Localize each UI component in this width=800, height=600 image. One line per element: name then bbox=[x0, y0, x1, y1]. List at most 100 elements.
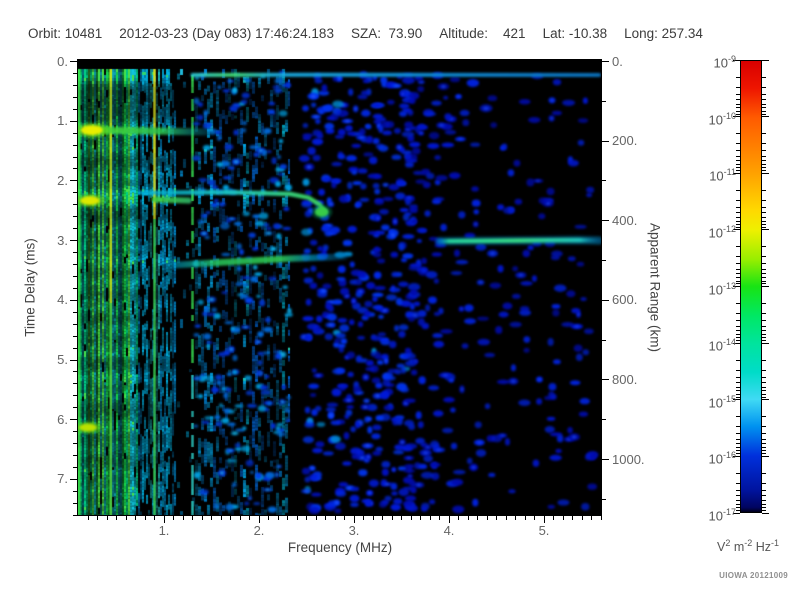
x-tick bbox=[534, 516, 535, 520]
colorbar-minor-tick bbox=[736, 453, 740, 455]
x-tick bbox=[277, 516, 279, 520]
x-tick bbox=[211, 516, 212, 520]
x-tick-label: 3. bbox=[348, 523, 360, 538]
colorbar-minor-tick bbox=[736, 509, 740, 511]
credit-label: UIOWA 20121009 bbox=[719, 571, 788, 580]
unit-part: V bbox=[716, 540, 726, 555]
colorbar-minor-tick bbox=[736, 160, 740, 162]
colorbar-major-tick bbox=[733, 229, 740, 231]
colorbar-minor-tick bbox=[762, 99, 766, 101]
colorbar-minor-tick bbox=[736, 99, 740, 101]
colorbar-minor-tick bbox=[762, 107, 766, 109]
colorbar-minor-tick bbox=[762, 337, 766, 339]
colorbar-minor-tick bbox=[736, 393, 740, 395]
colorbar-major-tick bbox=[733, 342, 740, 344]
colorbar-major-tick bbox=[762, 229, 769, 231]
x-tick bbox=[486, 516, 488, 520]
x-tick bbox=[562, 516, 564, 520]
unit-part: Hz bbox=[752, 540, 771, 555]
colorbar-major-tick bbox=[762, 59, 769, 61]
colorbar-minor-tick bbox=[736, 199, 740, 201]
colorbar-minor-tick bbox=[762, 268, 766, 270]
colorbar-minor-tick bbox=[736, 325, 740, 327]
x-tick bbox=[553, 516, 554, 520]
colorbar-minor-tick bbox=[762, 509, 766, 511]
colorbar-minor-tick bbox=[736, 359, 740, 361]
x-tick bbox=[173, 516, 174, 520]
x-tick bbox=[439, 516, 440, 520]
x-tick bbox=[581, 516, 583, 520]
y-tick bbox=[73, 168, 77, 170]
colorbar-minor-tick bbox=[736, 143, 740, 145]
colorbar-minor-tick bbox=[762, 280, 766, 282]
y-tick-label: 6. bbox=[57, 411, 68, 427]
colorbar-tick-label: 10-17 bbox=[708, 507, 736, 524]
x-tick bbox=[515, 516, 516, 520]
colorbar-minor-tick bbox=[736, 277, 740, 279]
x-tick bbox=[334, 516, 336, 520]
y-tick bbox=[73, 335, 77, 337]
colorbar-minor-tick bbox=[762, 450, 766, 452]
colorbar-minor-tick bbox=[762, 103, 766, 105]
y2-tick bbox=[602, 220, 609, 222]
colorbar-minor-tick bbox=[762, 503, 766, 505]
colorbar-minor-tick bbox=[736, 167, 740, 169]
unit-part: m bbox=[730, 540, 745, 555]
colorbar-minor-tick bbox=[736, 489, 740, 491]
y-tick bbox=[73, 204, 77, 206]
colorbar-minor-tick bbox=[762, 220, 766, 222]
colorbar-minor-tick bbox=[736, 223, 740, 225]
y-tick bbox=[70, 180, 77, 182]
colorbar-tick-label: 10-9 bbox=[713, 54, 736, 71]
colorbar-minor-tick bbox=[762, 167, 766, 169]
colorbar-minor-tick bbox=[762, 246, 766, 248]
x-tick bbox=[258, 516, 260, 523]
colorbar-tick-label: 10-12 bbox=[708, 223, 736, 241]
x-tick bbox=[505, 516, 507, 520]
colorbar-minor-tick bbox=[762, 499, 766, 501]
colorbar-minor-tick bbox=[736, 93, 740, 95]
x-tick bbox=[325, 516, 326, 520]
x-tick bbox=[182, 516, 184, 520]
y-axis-label: Time Delay (ms) bbox=[22, 238, 38, 337]
colorbar-minor-tick bbox=[736, 216, 740, 218]
colorbar-minor-tick bbox=[762, 155, 766, 157]
colorbar-minor-tick bbox=[736, 503, 740, 505]
x-tick bbox=[268, 516, 269, 520]
colorbar-minor-tick bbox=[736, 376, 740, 378]
x-tick bbox=[458, 516, 459, 520]
y-tick bbox=[73, 192, 77, 194]
header-metadata: Orbit: 10481 2012-03-23 (Day 083) 17:46:2… bbox=[28, 26, 703, 41]
x-tick bbox=[524, 516, 526, 520]
header-segment: SZA: 73.90 bbox=[350, 26, 423, 41]
x-tick bbox=[239, 516, 241, 520]
colorbar-minor-tick bbox=[736, 283, 740, 285]
x-tick bbox=[429, 516, 431, 520]
colorbar-minor-tick bbox=[736, 482, 740, 484]
y-tick bbox=[73, 287, 77, 289]
colorbar-tick-label: 10-13 bbox=[708, 280, 736, 297]
colorbar-major-tick bbox=[762, 455, 769, 457]
colorbar-minor-tick bbox=[736, 107, 740, 109]
x-tick-label: 2. bbox=[253, 523, 265, 538]
x-tick bbox=[477, 516, 478, 520]
y-tick bbox=[73, 144, 77, 146]
y-tick bbox=[70, 240, 77, 242]
colorbar-minor-tick bbox=[762, 113, 766, 115]
y2-axis-label: Apparent Range (km) bbox=[647, 222, 663, 353]
colorbar-minor-tick bbox=[762, 426, 766, 428]
x-axis-label: Frequency (MHz) bbox=[287, 540, 393, 555]
colorbar-minor-tick bbox=[762, 320, 766, 322]
y2-tick bbox=[602, 419, 606, 421]
y-tick-label: 0. bbox=[57, 53, 68, 69]
x-tick bbox=[125, 516, 127, 520]
colorbar-major-tick bbox=[762, 116, 769, 118]
x-tick bbox=[230, 516, 231, 520]
y-tick bbox=[73, 514, 77, 516]
y2-tick bbox=[602, 299, 609, 301]
colorbar-minor-tick bbox=[736, 110, 740, 112]
colorbar-minor-tick bbox=[762, 369, 766, 371]
header-segment: 2012-03-23 (Day 083) 17:46:24.183 bbox=[119, 26, 334, 41]
colorbar-major-tick bbox=[733, 59, 740, 61]
